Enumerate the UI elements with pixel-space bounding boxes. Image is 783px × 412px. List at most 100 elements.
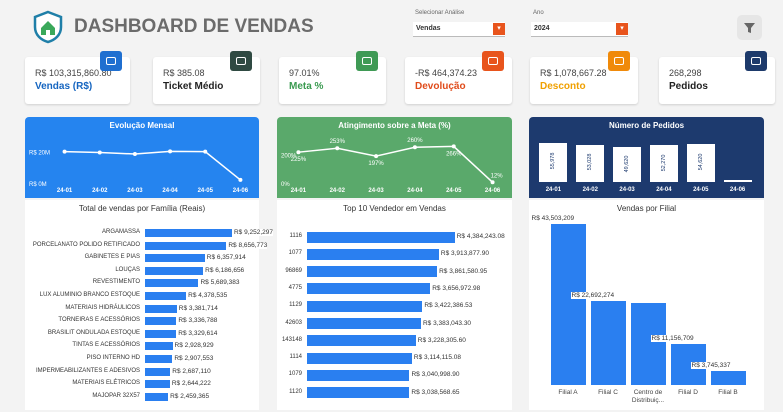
line	[298, 145, 494, 183]
x-tick-label: 24-01	[291, 188, 307, 194]
dropdown[interactable]: 2024 ▾	[531, 22, 628, 37]
bar	[307, 266, 438, 278]
kpi-value: R$ 1,078,667.28	[540, 68, 607, 78]
data-label: R$ 2,644,222	[171, 380, 211, 388]
y-tick-label: BRASILIT ONDULADA ESTOQUE	[47, 329, 140, 336]
chart-panel: Evolução Mensal R$ 0M R$ 20M 24-01 24-02 24-0…	[25, 117, 259, 198]
y-tick-label: MAJOPAR 32X57	[92, 392, 140, 399]
kpi-label: Desconto	[540, 81, 586, 92]
data-label: 266%	[446, 151, 462, 157]
data-label: R$ 3,336,788	[178, 317, 218, 325]
data-label: R$ 4,378,535	[188, 292, 228, 299]
x-tick-label: 24-03	[619, 187, 635, 193]
point	[374, 154, 379, 159]
y-tick-label: 4775	[288, 284, 302, 291]
y-tick-label: 1079	[288, 371, 302, 378]
bar	[686, 143, 715, 182]
bar	[723, 180, 752, 182]
filter-label: Selecionar Análise	[415, 10, 465, 16]
data-label: R$ 22,692,274	[570, 292, 616, 300]
chart-title: Top 10 Vendedor em Vendas	[343, 204, 446, 213]
bar	[550, 224, 586, 385]
data-label: 52,270	[660, 154, 667, 172]
bar	[307, 369, 410, 381]
bar	[307, 387, 410, 399]
kpi-icon	[356, 51, 378, 71]
data-label: R$ 3,861,580.95	[439, 267, 488, 275]
bar	[145, 229, 232, 237]
kpi-icon-glyph	[488, 57, 498, 65]
data-label: 225%	[291, 157, 307, 163]
data-label: R$ 6,186,656	[205, 266, 245, 274]
data-label: R$ 3,329,614	[178, 329, 218, 337]
kpi-icon-glyph	[362, 57, 372, 65]
line-chart: R$ 0M R$ 20M 24-01 24-02 24-03 24-04 24-05 24-0…	[29, 149, 249, 194]
chart-panel: Top 10 Vendedor em Vendas 1116 R$ 4,384,24…	[277, 200, 512, 410]
kpi-value: R$ 385.08	[163, 68, 205, 78]
data-label: R$ 2,928,929	[174, 342, 214, 350]
data-label: R$ 3,422,386.53	[424, 302, 473, 310]
kpi-icon	[608, 51, 630, 71]
point	[412, 145, 417, 150]
chart-title: Total de vendas por Família (Reais)	[78, 204, 206, 213]
data-label: R$ 5,689,383	[200, 279, 240, 287]
x-tick-label: 24-05	[446, 188, 462, 194]
point	[335, 146, 340, 151]
data-label: 253%	[330, 139, 346, 145]
x-tick-label: 24-04	[162, 188, 178, 194]
x-tick-label: Filial C	[598, 389, 618, 396]
point	[451, 144, 456, 149]
bar	[613, 147, 642, 182]
x-tick-label: Centro de Distribuiç...	[631, 389, 665, 404]
bar	[539, 142, 568, 182]
x-tick-label: 24-06	[729, 187, 746, 193]
x-tick-label: 24-01	[545, 187, 562, 193]
y-tick-label: PORCELANATO POLIDO RETIFICADO	[32, 241, 140, 248]
x-tick-label: 24-02	[582, 187, 598, 193]
data-label: R$ 2,907,553	[174, 355, 214, 362]
bar	[590, 301, 626, 385]
bar	[649, 145, 678, 182]
bar	[630, 302, 666, 385]
chart-title: Evolução Mensal	[109, 121, 175, 130]
data-label: R$ 3,040,998.90	[411, 371, 460, 379]
data-label: 53,028	[587, 154, 594, 171]
point	[132, 152, 137, 157]
x-tick-label: 24-01	[57, 188, 73, 194]
y-tick-label: GABINETES E PIAS	[84, 254, 140, 261]
data-label: R$ 3,038,568.65	[411, 388, 460, 396]
y-tick-label: TINTAS E ACESSÓRIOS	[72, 342, 140, 349]
bar	[145, 254, 205, 263]
kpi-card: R$ 103,315,860.80 Vendas (R$)	[25, 57, 130, 104]
bar	[145, 392, 169, 401]
bar	[145, 304, 177, 313]
logo	[33, 10, 63, 44]
filter-icon	[744, 23, 755, 33]
bar	[145, 342, 173, 351]
data-label: R$ 6,357,914	[206, 254, 246, 262]
data-label: R$ 2,459,365	[170, 392, 210, 400]
x-tick-label: 24-06	[233, 188, 249, 194]
kpi-icon-glyph	[236, 57, 246, 65]
bar	[307, 335, 416, 347]
bar	[145, 317, 177, 326]
bar	[145, 355, 173, 363]
point	[203, 149, 208, 154]
data-label: R$ 3,114,115.08	[413, 354, 462, 362]
y-tick-label: R$ 0M	[29, 182, 47, 188]
kpi-icon	[745, 51, 767, 71]
data-label: 197%	[368, 161, 384, 167]
kpi-value: 97.01%	[289, 68, 320, 78]
point	[238, 177, 243, 182]
bar	[145, 266, 204, 275]
y-tick-label: 1077	[288, 250, 302, 257]
dropdown[interactable]: Vendas ▾	[413, 22, 505, 37]
y-tick-label: R$ 20M	[29, 150, 50, 156]
kpi-value: -R$ 464,374.23	[415, 68, 478, 78]
kpi-label: Vendas (R$)	[35, 81, 93, 92]
filter-button[interactable]	[737, 15, 762, 40]
chart-panel: Total de vendas por Família (Reais) ARGAM…	[25, 200, 274, 410]
line	[64, 150, 241, 181]
point	[296, 150, 301, 155]
y-tick-label: 1116	[289, 233, 302, 239]
